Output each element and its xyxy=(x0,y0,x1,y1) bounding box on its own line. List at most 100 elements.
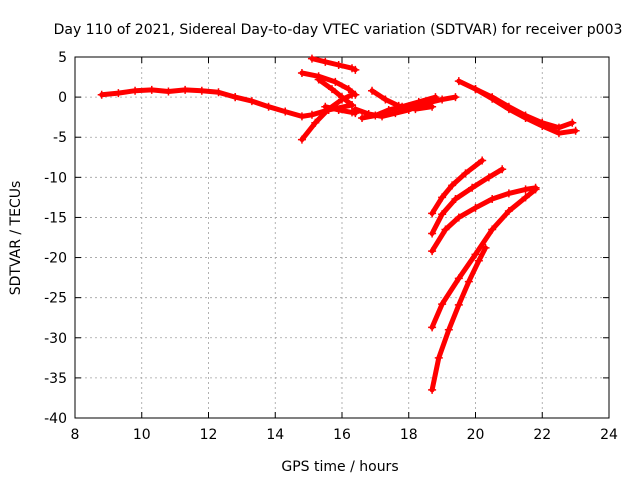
data-point xyxy=(521,193,530,202)
data-point xyxy=(314,75,323,84)
data-point xyxy=(381,95,390,104)
data-point xyxy=(434,353,443,362)
series-trace-16 xyxy=(429,186,539,330)
y-tick-label: -25 xyxy=(44,291,67,307)
data-point xyxy=(488,225,497,234)
data-point xyxy=(454,274,463,283)
y-tick-label: -30 xyxy=(44,331,67,347)
series-trace-6 xyxy=(316,77,355,108)
data-point xyxy=(554,129,563,138)
data-point xyxy=(471,85,480,94)
y-tick-label: 5 xyxy=(58,50,67,66)
y-tick-label: -5 xyxy=(53,130,67,146)
data-point xyxy=(321,102,330,111)
data-point xyxy=(351,90,360,99)
data-point xyxy=(197,86,206,95)
data-point xyxy=(327,85,336,94)
data-point xyxy=(498,165,507,174)
data-point xyxy=(114,89,123,98)
data-point xyxy=(521,113,530,122)
data-point xyxy=(351,105,360,114)
y-tick-label: 0 xyxy=(58,90,67,106)
data-point xyxy=(348,101,357,110)
data-point xyxy=(444,325,453,334)
data-point xyxy=(394,101,403,110)
data-point xyxy=(281,107,290,116)
y-axis-label: SDTVAR / TECUs xyxy=(8,181,24,296)
data-point xyxy=(334,61,343,70)
data-point xyxy=(358,113,367,122)
data-point xyxy=(454,213,463,222)
data-point xyxy=(504,207,513,216)
data-point xyxy=(131,86,140,95)
data-point xyxy=(181,85,190,94)
data-point xyxy=(331,77,340,86)
data-point xyxy=(468,183,477,192)
x-tick-label: 12 xyxy=(200,427,218,443)
y-tick-label: -15 xyxy=(44,210,67,226)
data-point xyxy=(264,102,273,111)
chart-title: Day 110 of 2021, Sidereal Day-to-day VTE… xyxy=(54,22,623,38)
data-point xyxy=(297,69,306,78)
data-point xyxy=(321,57,330,66)
data-point xyxy=(164,87,173,96)
data-point xyxy=(438,210,447,219)
data-series xyxy=(97,54,580,394)
data-point xyxy=(438,300,447,309)
x-tick-label: 20 xyxy=(467,427,485,443)
data-point xyxy=(488,194,497,203)
x-tick-label: 24 xyxy=(600,427,618,443)
data-point xyxy=(428,385,437,394)
data-point xyxy=(431,93,440,102)
data-point xyxy=(344,85,353,94)
data-point xyxy=(441,225,450,234)
series-trace-14 xyxy=(429,166,505,236)
data-point xyxy=(484,173,493,182)
x-tick-label: 16 xyxy=(333,427,351,443)
data-point xyxy=(338,93,346,102)
data-point xyxy=(448,181,457,190)
grid-lines xyxy=(75,57,609,418)
x-tick-label: 8 xyxy=(71,427,80,443)
x-tick-label: 10 xyxy=(133,427,151,443)
data-point xyxy=(414,97,423,106)
data-point xyxy=(454,300,463,309)
data-point xyxy=(297,135,306,144)
y-tick-label: -40 xyxy=(44,411,67,427)
data-point xyxy=(307,110,316,119)
data-point xyxy=(488,94,497,103)
data-point xyxy=(568,118,577,127)
data-point xyxy=(428,247,437,256)
data-point xyxy=(478,156,487,165)
data-point xyxy=(438,193,447,202)
data-point xyxy=(97,90,106,99)
x-tick-label: 22 xyxy=(533,427,551,443)
x-tick-label: 18 xyxy=(400,427,418,443)
data-point xyxy=(334,105,343,114)
x-tick-label: 14 xyxy=(266,427,284,443)
data-point xyxy=(384,105,393,114)
data-point xyxy=(464,277,473,286)
y-tick-label: -10 xyxy=(44,170,67,186)
data-point xyxy=(307,54,316,63)
data-point xyxy=(438,95,447,104)
data-point xyxy=(504,105,513,114)
x-axis-label: GPS time / hours xyxy=(281,459,398,475)
data-point xyxy=(474,256,483,265)
axes: 8 10 12 14 16 18 20 22 24 5 0 -5 -10 -15 -20 -25 -30 -35 -… xyxy=(44,50,618,443)
data-point xyxy=(311,118,320,127)
data-point xyxy=(428,209,437,218)
data-point xyxy=(147,85,156,94)
data-point xyxy=(428,323,437,332)
data-point xyxy=(571,126,580,135)
data-point xyxy=(231,93,240,102)
data-point xyxy=(461,169,470,178)
data-point xyxy=(297,112,306,121)
data-point xyxy=(471,250,480,259)
data-point xyxy=(411,105,420,114)
y-tick-label: -35 xyxy=(44,371,67,387)
data-point xyxy=(538,121,547,130)
data-point xyxy=(428,229,437,238)
